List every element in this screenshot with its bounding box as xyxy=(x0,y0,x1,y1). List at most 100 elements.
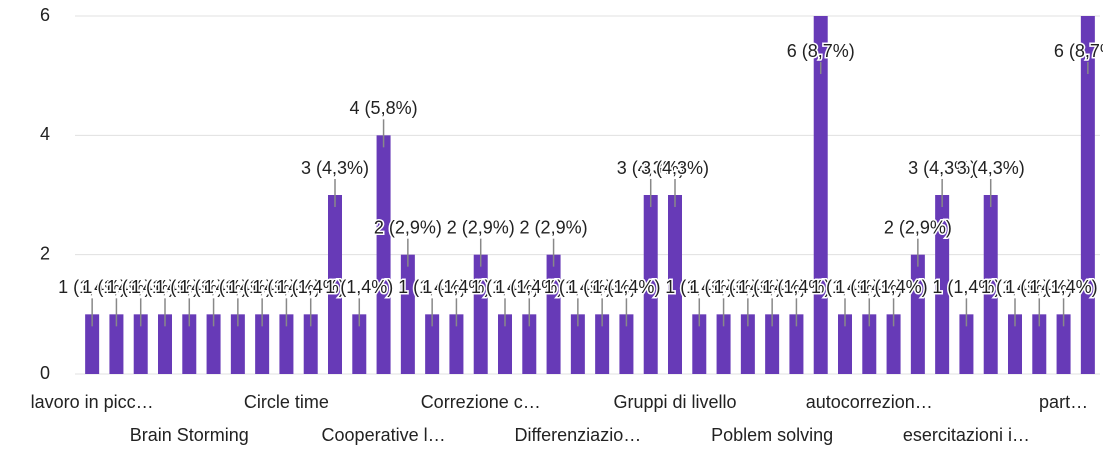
value-label: 1 (1,4%) xyxy=(131,277,199,297)
value-label: 1 (1,4%) xyxy=(252,277,320,297)
value-label: 1 (1,4%) xyxy=(1005,277,1073,297)
bar xyxy=(522,314,537,374)
bar xyxy=(255,314,270,374)
x-tick-label: esercitazioni i… xyxy=(903,425,1030,445)
bar xyxy=(109,314,124,374)
value-label: 2 (2,9%) xyxy=(884,217,952,237)
value-label: 1 (1,4%) xyxy=(204,277,272,297)
value-label: 6 (8,7%) xyxy=(787,41,855,61)
bar xyxy=(546,254,561,374)
bar xyxy=(740,314,755,374)
value-label: 1 (1,4%) xyxy=(398,277,466,297)
value-label: 1 (1,4%) xyxy=(762,277,830,297)
bar xyxy=(230,314,245,374)
value-label: 1 (1,4%) xyxy=(738,277,806,297)
bar xyxy=(570,314,585,374)
bar xyxy=(85,314,100,374)
bar xyxy=(862,314,877,374)
bar xyxy=(473,254,488,374)
bar xyxy=(133,314,148,374)
x-tick-label: Poblem solving xyxy=(711,425,833,445)
bar xyxy=(959,314,974,374)
value-label: 1 (1,4%) xyxy=(568,277,636,297)
bar xyxy=(206,314,221,374)
value-label: 1 (1,4%) xyxy=(544,277,612,297)
value-label: 1 (1,4%) xyxy=(860,277,928,297)
value-label: 1 (1,4%) xyxy=(180,277,248,297)
bar xyxy=(182,314,197,374)
y-tick-label: 0 xyxy=(40,363,50,383)
value-label: 3 (4,3%) xyxy=(908,158,976,178)
bar xyxy=(910,254,925,374)
x-tick-label: Gruppi di livello xyxy=(613,392,736,412)
bar xyxy=(595,314,610,374)
value-label: 1 (1,4%) xyxy=(1030,277,1098,297)
value-label: 4 (5,8%) xyxy=(350,98,418,118)
bar xyxy=(886,314,901,374)
bar xyxy=(619,314,634,374)
value-label: 1 (1,4%) xyxy=(107,277,175,297)
value-label: 1 (1,4%) xyxy=(690,277,758,297)
y-tick-label: 2 xyxy=(40,243,50,263)
value-label: 1 (1,4%) xyxy=(277,277,345,297)
bar xyxy=(1080,16,1095,374)
x-tick-label: Cooperative l… xyxy=(322,425,446,445)
value-label: 1 (1,4%) xyxy=(714,277,782,297)
bar xyxy=(1008,314,1022,374)
value-label: 2 (2,9%) xyxy=(520,217,588,237)
bar xyxy=(838,314,852,374)
value-label: 1 (1,4%) xyxy=(811,277,879,297)
bar xyxy=(716,314,731,374)
value-label: 1 (1,4%) xyxy=(495,277,563,297)
value-label: 1 (1,4%) xyxy=(58,277,126,297)
value-label: 1 (1,4%) xyxy=(471,277,539,297)
x-tick-label: Brain Storming xyxy=(130,425,249,445)
value-label: 2 (2,9%) xyxy=(374,217,442,237)
bar xyxy=(765,314,780,374)
value-label: 1 (1,4%) xyxy=(981,277,1049,297)
y-tick-label: 6 xyxy=(40,5,50,25)
value-label: 1 (1,4%) xyxy=(325,277,393,297)
bar xyxy=(352,314,367,374)
value-label: 1 (1,4%) xyxy=(155,277,223,297)
value-label: 3 (4,3%) xyxy=(301,158,369,178)
value-label: 1 (1,4%) xyxy=(592,277,660,297)
x-tick-label: part… xyxy=(1039,392,1088,412)
bar xyxy=(303,314,318,374)
value-label: 6 (8,7%) xyxy=(1054,41,1103,61)
bar xyxy=(400,254,415,374)
value-label: 1 (1,4%) xyxy=(82,277,150,297)
bar xyxy=(158,314,172,374)
bar xyxy=(498,314,512,374)
bar xyxy=(692,314,707,374)
bar xyxy=(983,195,998,374)
bar xyxy=(1032,314,1047,374)
bar xyxy=(789,314,804,374)
value-label: 1 (1,4%) xyxy=(228,277,296,297)
bar xyxy=(1056,314,1071,374)
x-tick-label: autocorrezion… xyxy=(806,392,933,412)
bar xyxy=(279,314,294,374)
bar xyxy=(935,195,950,374)
value-label: 2 (2,9%) xyxy=(447,217,515,237)
bar xyxy=(425,314,440,374)
y-tick-label: 4 xyxy=(40,124,50,144)
value-label: 1 (1,4%) xyxy=(422,277,490,297)
bar xyxy=(376,135,391,374)
bar xyxy=(668,195,682,374)
bar xyxy=(449,314,464,374)
bar xyxy=(643,195,658,374)
bar xyxy=(328,195,342,374)
x-tick-label: Correzione c… xyxy=(421,392,541,412)
x-tick-label: lavoro in picc… xyxy=(31,392,154,412)
bar xyxy=(813,16,828,374)
value-label: 3 (4,3%) xyxy=(641,158,709,178)
value-label: 3 (4,3%) xyxy=(957,158,1025,178)
x-tick-label: Circle time xyxy=(244,392,329,412)
value-label: 1 (1,4%) xyxy=(835,277,903,297)
value-label: 3 (4,3%) xyxy=(617,158,685,178)
value-label: 1 (1,4%) xyxy=(665,277,733,297)
x-tick-label: Differenziazio… xyxy=(514,425,641,445)
value-label: 1 (1,4%) xyxy=(932,277,1000,297)
